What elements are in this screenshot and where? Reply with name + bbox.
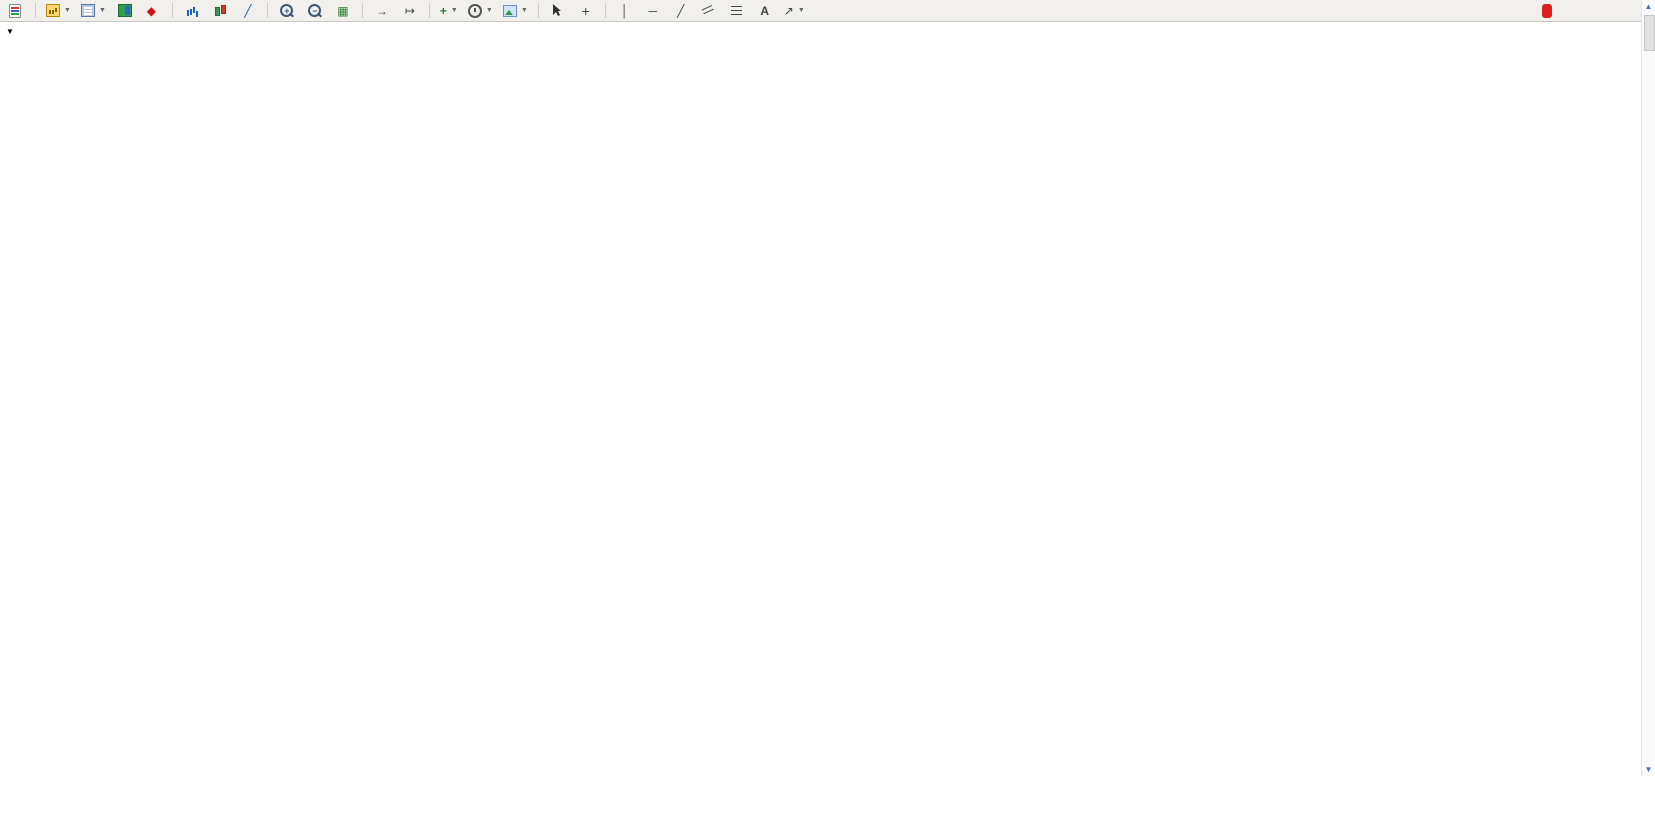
horizontal-line-icon: ─ bbox=[648, 3, 657, 18]
new-order-icon bbox=[8, 3, 21, 18]
cursor-icon bbox=[553, 4, 562, 16]
rsi-indicator-label bbox=[8, 676, 13, 688]
scroll-down-icon[interactable]: ▼ bbox=[1644, 765, 1653, 774]
chevron-down-icon: ▼ bbox=[64, 7, 71, 14]
vertical-scrollbar[interactable]: ▲ ▼ bbox=[1641, 0, 1655, 776]
chart-dropdown-icon[interactable]: ▼ bbox=[6, 27, 14, 36]
candlestick-icon bbox=[213, 4, 227, 17]
indicators-plus-icon: + bbox=[439, 3, 447, 18]
chevron-down-icon: ▼ bbox=[520, 7, 528, 14]
crosshair-button[interactable]: + bbox=[573, 1, 599, 21]
periods-button[interactable]: ▼ bbox=[464, 1, 497, 21]
chevron-down-icon: ▼ bbox=[450, 7, 458, 14]
toolbar-separator bbox=[537, 3, 539, 18]
crosshair-icon: + bbox=[581, 2, 590, 19]
toolbar-separator bbox=[35, 3, 36, 18]
toolbar-separator bbox=[361, 3, 363, 18]
zoom-out-icon: − bbox=[308, 4, 322, 17]
auto-trading-button[interactable]: ◆ bbox=[140, 1, 166, 21]
tile-windows-button[interactable]: ▦ bbox=[330, 1, 356, 21]
chart-title: ▼ bbox=[6, 26, 17, 38]
fibonacci-icon bbox=[730, 4, 744, 17]
toolbar: ▼ ▼ ◆ ╱ + − ▦ → ↦ + ▼ ▼ ▼ + │ ─ ╱ A ↗ ▼ bbox=[0, 0, 1655, 22]
vertical-line-button[interactable]: │ bbox=[612, 1, 638, 21]
arrow-tool-icon: ↗ bbox=[783, 3, 794, 18]
line-chart-button[interactable]: ╱ bbox=[235, 1, 261, 21]
profiles-icon bbox=[80, 4, 95, 17]
channel-icon bbox=[702, 4, 716, 17]
candlestick-chart-button[interactable] bbox=[207, 1, 233, 21]
chart-shift-icon: ↦ bbox=[404, 3, 415, 18]
bar-chart-icon bbox=[185, 4, 199, 17]
auto-scroll-icon: → bbox=[375, 3, 388, 18]
chevron-down-icon: ▼ bbox=[797, 7, 805, 14]
new-chart-icon bbox=[46, 4, 60, 17]
auto-scroll-button[interactable]: → bbox=[369, 1, 395, 21]
new-chart-button[interactable]: ▼ bbox=[42, 1, 75, 21]
chevron-down-icon: ▼ bbox=[98, 7, 106, 14]
bar-chart-button[interactable] bbox=[179, 1, 205, 21]
horizontal-line-button[interactable]: ─ bbox=[640, 1, 666, 21]
profiles-button[interactable]: ▼ bbox=[77, 1, 110, 21]
templates-button[interactable]: ▼ bbox=[499, 1, 532, 21]
trendline-icon: ╱ bbox=[677, 3, 685, 18]
line-chart-icon: ╱ bbox=[244, 3, 252, 18]
toolbar-separator bbox=[604, 3, 606, 18]
macd-indicator-label bbox=[8, 576, 17, 588]
chevron-down-icon: ▼ bbox=[485, 7, 493, 14]
indicators-button[interactable]: + ▼ bbox=[436, 1, 462, 21]
arrows-button[interactable]: ↗ ▼ bbox=[780, 1, 809, 21]
cursor-button[interactable] bbox=[545, 1, 571, 21]
fibonacci-button[interactable] bbox=[724, 1, 750, 21]
clock-icon bbox=[467, 3, 482, 18]
notification-badge[interactable] bbox=[1542, 3, 1552, 18]
chart-shift-button[interactable]: ↦ bbox=[397, 1, 423, 21]
auto-trading-icon: ◆ bbox=[146, 3, 156, 18]
tile-windows-icon: ▦ bbox=[337, 3, 349, 18]
toolbar-separator bbox=[266, 3, 268, 18]
market-watch-icon bbox=[117, 4, 132, 17]
toolbar-separator bbox=[171, 3, 173, 18]
zoom-in-button[interactable]: + bbox=[274, 1, 300, 21]
scroll-up-icon[interactable]: ▲ bbox=[1644, 2, 1653, 11]
text-label-button[interactable]: A bbox=[752, 1, 778, 21]
zoom-in-icon: + bbox=[280, 4, 294, 17]
zoom-out-button[interactable]: − bbox=[302, 1, 328, 21]
toolbar-separator bbox=[428, 3, 430, 18]
template-icon bbox=[502, 4, 517, 17]
scrollbar-thumb[interactable] bbox=[1644, 15, 1655, 51]
vertical-line-icon: │ bbox=[621, 3, 629, 18]
trendline-button[interactable]: ╱ bbox=[668, 1, 694, 21]
market-watch-button[interactable] bbox=[112, 1, 138, 21]
text-icon: A bbox=[760, 3, 770, 18]
channel-button[interactable] bbox=[696, 1, 722, 21]
new-order-button[interactable] bbox=[3, 1, 29, 21]
